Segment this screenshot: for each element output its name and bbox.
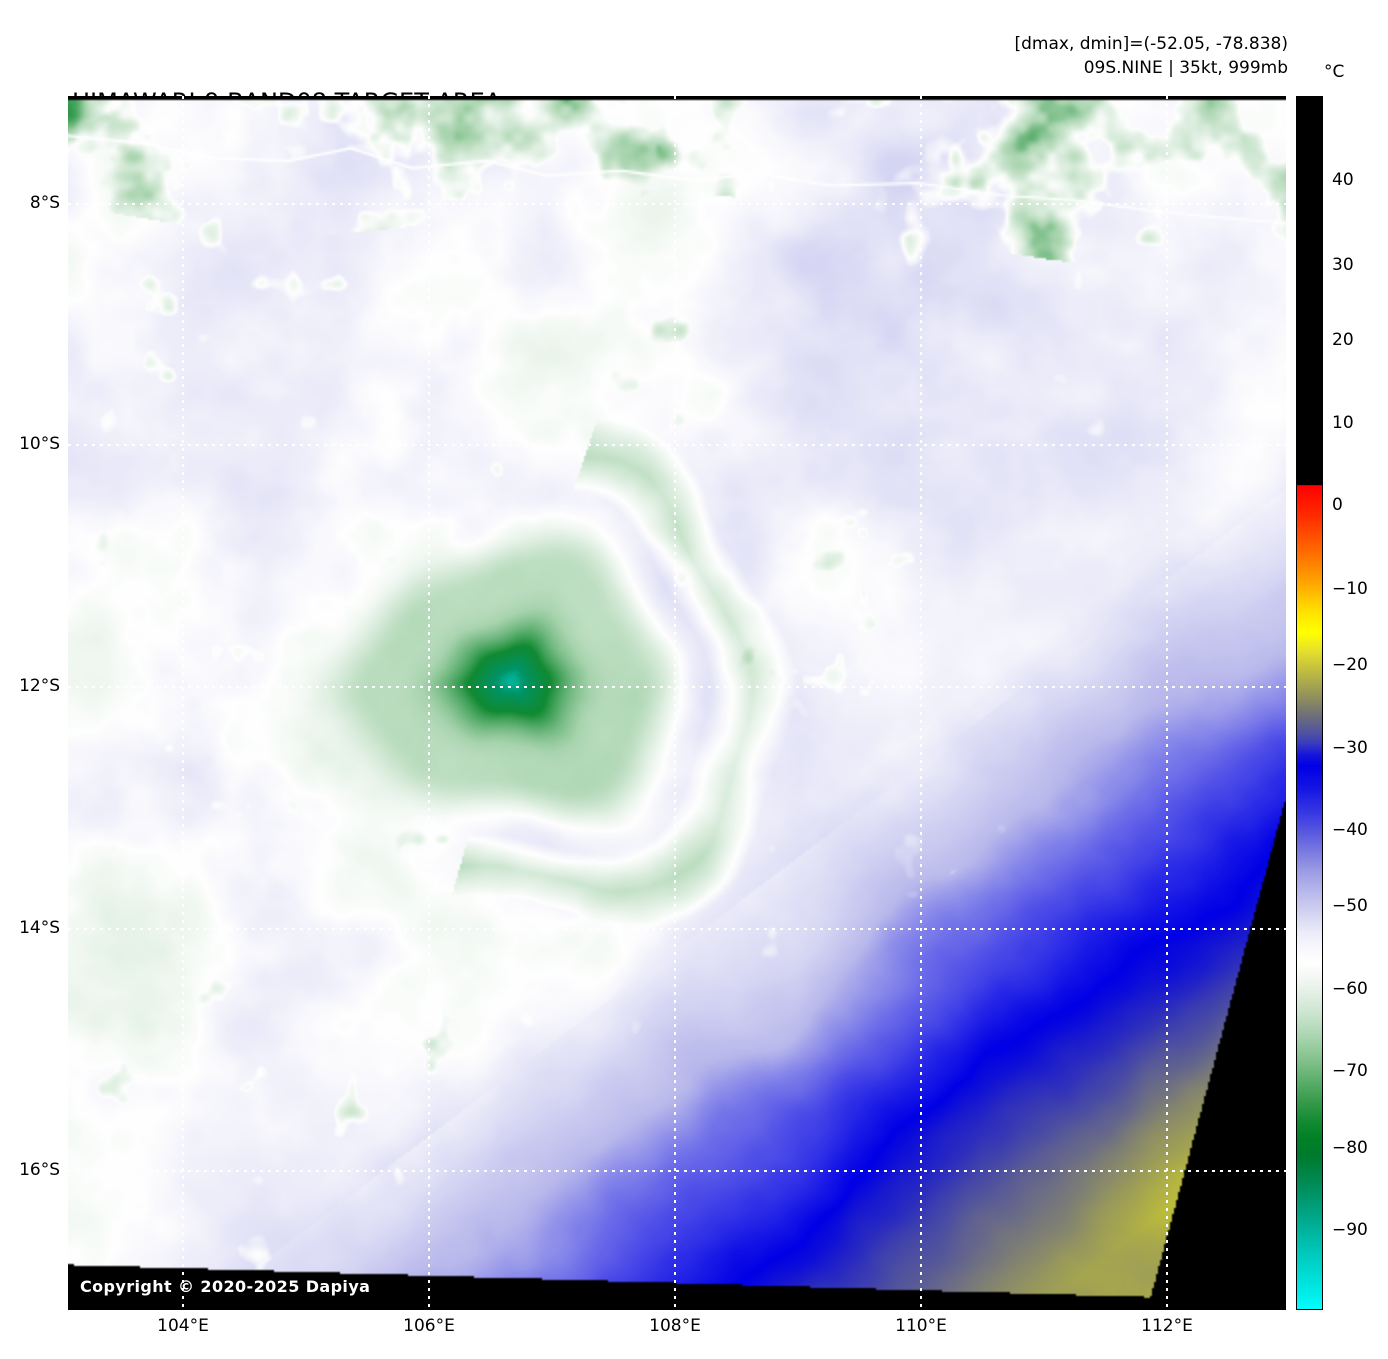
ytick-8S: 8°S [29, 193, 60, 213]
xtick-110E: 110°E [895, 1316, 947, 1336]
gridline-8S [68, 203, 1286, 205]
gridline-14S [68, 928, 1286, 930]
gridline-10S [68, 444, 1286, 446]
cbtick--60: −60 [1332, 979, 1368, 999]
cbtick--40: −40 [1332, 820, 1368, 840]
colorbar-unit-label: °C [1324, 62, 1345, 82]
ytick-12S: 12°S [19, 676, 60, 696]
ytick-16S: 16°S [19, 1160, 60, 1180]
cbtick-10: 10 [1332, 413, 1354, 433]
storm-info-label: 09S.NINE | 35kt, 999mb [1083, 58, 1288, 78]
satellite-image-plot [68, 96, 1286, 1310]
temperature-colorbar [1296, 96, 1323, 1310]
ytick-10S: 10°S [19, 434, 60, 454]
gridline-108E [674, 96, 676, 1310]
xtick-112E: 112°E [1141, 1316, 1193, 1336]
cbtick--80: −80 [1332, 1138, 1368, 1158]
cbtick--30: −30 [1332, 738, 1368, 758]
ytick-14S: 14°S [19, 918, 60, 938]
metadata-block: [dmax, dmin]=(-52.05, -78.838) 09S.NINE … [1015, 32, 1289, 80]
gridline-106E [428, 96, 430, 1310]
cbtick--10: −10 [1332, 579, 1368, 599]
cbtick-20: 20 [1332, 330, 1354, 350]
cbtick-0: 0 [1332, 495, 1343, 515]
cbtick-30: 30 [1332, 255, 1354, 275]
cbtick--90: −90 [1332, 1220, 1368, 1240]
cbtick-40: 40 [1332, 170, 1354, 190]
gridline-16S [68, 1170, 1286, 1172]
xtick-108E: 108°E [649, 1316, 701, 1336]
copyright-label: Copyright © 2020-2025 Dapiya [80, 1277, 371, 1296]
gridline-112E [1166, 96, 1168, 1310]
xtick-106E: 106°E [403, 1316, 455, 1336]
satellite-imagery-canvas [68, 96, 1286, 1310]
gridline-12S [68, 686, 1286, 688]
gridline-110E [920, 96, 922, 1310]
gridline-104E [182, 96, 184, 1310]
cbtick--70: −70 [1332, 1061, 1368, 1081]
cbtick--20: −20 [1332, 655, 1368, 675]
xtick-104E: 104°E [157, 1316, 209, 1336]
cbtick--50: −50 [1332, 896, 1368, 916]
dmax-dmin-label: [dmax, dmin]=(-52.05, -78.838) [1014, 34, 1289, 54]
